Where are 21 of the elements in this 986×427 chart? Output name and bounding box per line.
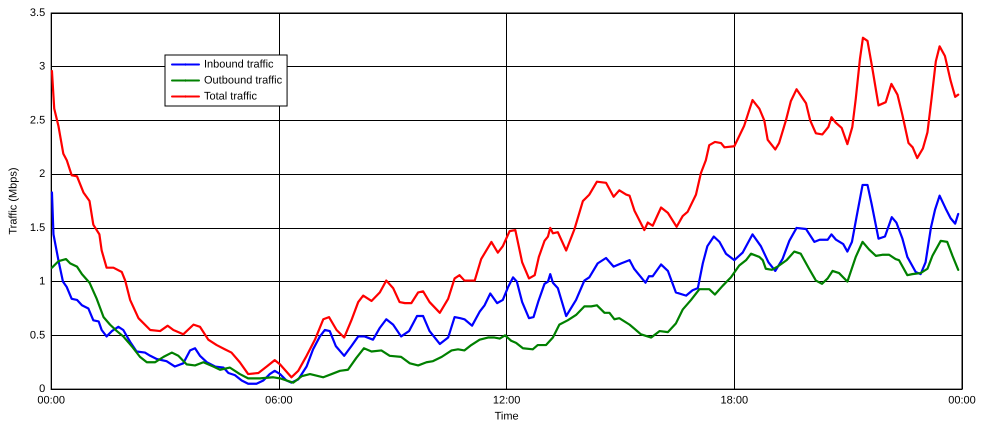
x-tick-label: 06:00 [265,394,293,407]
y-tick-label: 0 [39,383,46,396]
y-tick-label: 0.5 [30,329,46,342]
legend-label: Outbound traffic [204,74,283,86]
y-tick-label: 1 [39,276,46,288]
x-tick-label: 00:00 [948,394,976,407]
y-tick-label: 3 [39,60,46,73]
x-tick-label: 00:00 [37,394,65,407]
y-axis-title: Traffic (Mbps) [8,167,20,235]
line-series [50,240,960,384]
line-series [50,36,960,378]
y-tick-label: 2 [39,168,46,180]
x-tick-label: 18:00 [720,394,748,407]
legend-label: Total traffic [204,90,258,102]
y-tick-label: 2.5 [30,114,46,126]
y-tick-label: 3.5 [30,7,46,19]
y-tick-label: 1.5 [30,222,46,234]
x-axis-title: Time [494,410,519,422]
legend-label: Inbound traffic [204,58,274,70]
x-tick-label: 12:00 [492,394,520,407]
line-series [50,184,960,385]
